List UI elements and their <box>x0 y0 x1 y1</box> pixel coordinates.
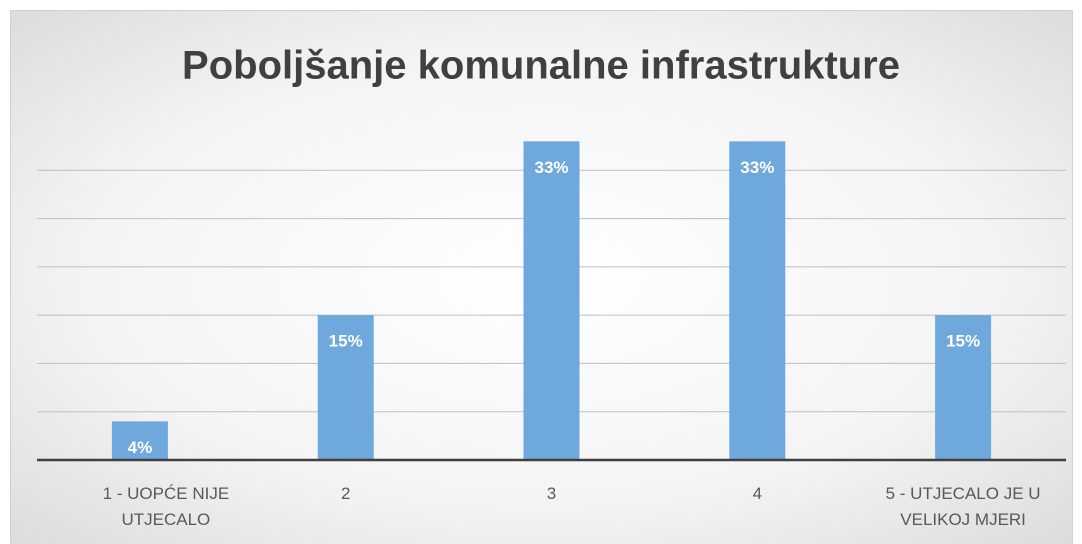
data-label: 33% <box>740 158 774 177</box>
bar <box>317 315 374 460</box>
bar <box>523 141 580 461</box>
x-tick-label: 2 <box>340 484 351 503</box>
data-label: 4% <box>128 438 153 457</box>
x-tick-label: 3 <box>546 484 557 503</box>
chart-title: Poboljšanje komunalne infrastrukture <box>182 44 900 88</box>
bar <box>111 421 168 460</box>
bar <box>729 141 786 461</box>
x-tick-label: 4 <box>752 484 763 503</box>
x-tick-label: 5 - UTJECALO JE U VELIKOJ MJERI <box>885 484 1041 529</box>
data-label: 15% <box>329 332 363 351</box>
x-tick-label: 1 - UOPĆE NIJE UTJECALO <box>102 484 230 529</box>
data-label: 15% <box>946 332 980 351</box>
bar <box>935 315 992 460</box>
data-label: 33% <box>534 158 568 177</box>
